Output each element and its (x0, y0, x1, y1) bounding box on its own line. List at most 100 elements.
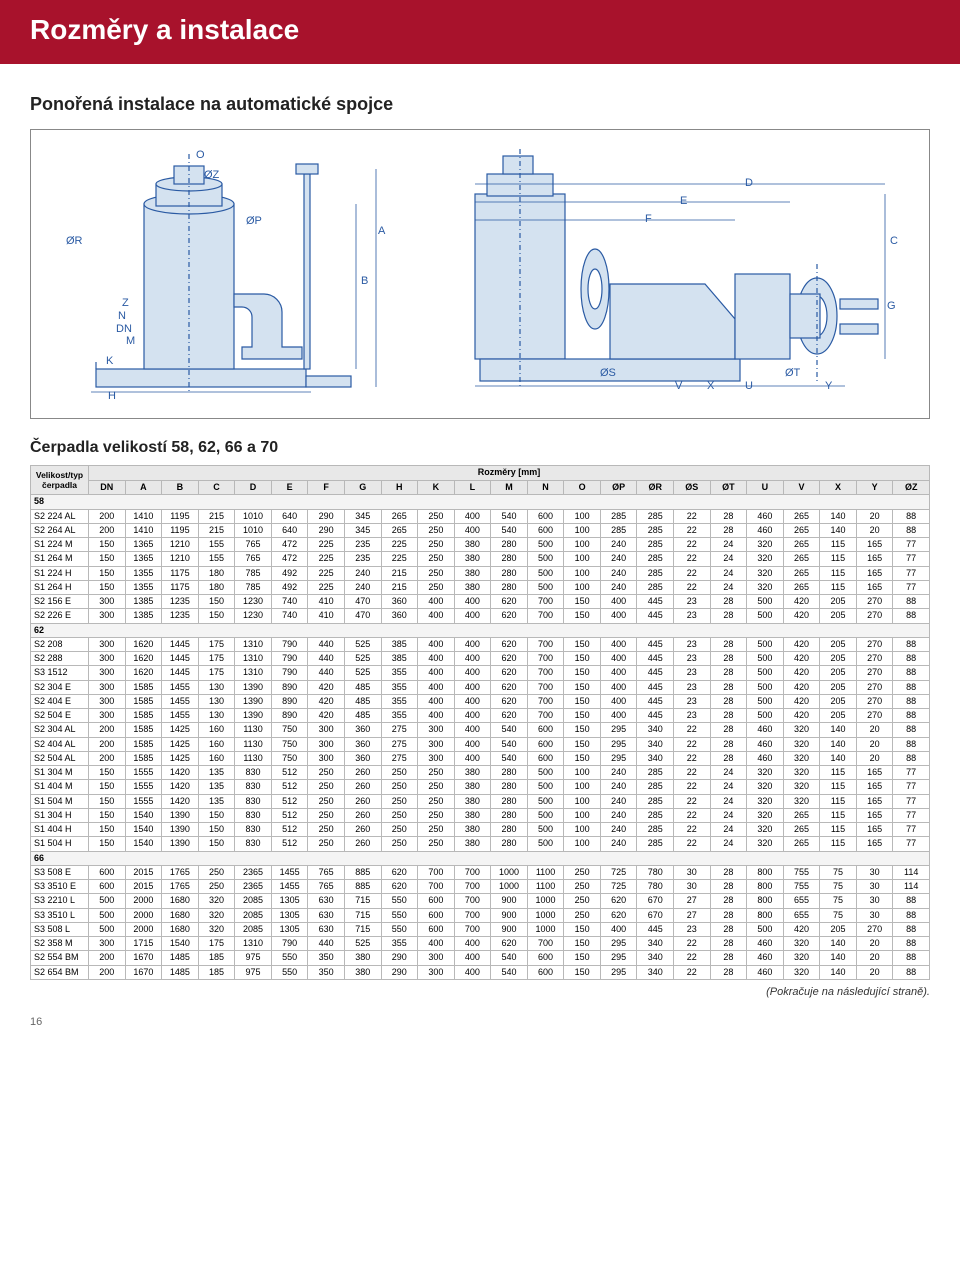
cell: 380 (454, 580, 491, 594)
cell: 460 (747, 737, 784, 751)
cell: 165 (856, 566, 893, 580)
section-title: Ponořená instalace na automatické spojce (30, 94, 930, 115)
cell: 355 (381, 680, 418, 694)
cell: 2015 (125, 865, 162, 879)
cell: 320 (747, 538, 784, 552)
cell: 470 (344, 595, 381, 609)
cell: 1680 (162, 894, 199, 908)
cell: 240 (344, 566, 381, 580)
cell: 400 (600, 680, 637, 694)
cell: 830 (235, 837, 272, 851)
cell: 22 (674, 552, 711, 566)
cell: 765 (308, 880, 345, 894)
cell: 165 (856, 538, 893, 552)
cell: 24 (710, 538, 747, 552)
table-row: S2 654 BM2001670148518597555035038029030… (31, 965, 930, 979)
cell: 400 (454, 509, 491, 523)
cell: 500 (747, 637, 784, 651)
cell: 620 (491, 937, 528, 951)
cell: 28 (710, 509, 747, 523)
cell: 400 (454, 637, 491, 651)
cell: 420 (783, 609, 820, 623)
cell: 165 (856, 780, 893, 794)
cell: 780 (637, 880, 674, 894)
cell: 1425 (162, 737, 199, 751)
cell: 265 (783, 566, 820, 580)
cell: 540 (491, 509, 528, 523)
row-label: S2 504 E (31, 709, 89, 723)
cell: 500 (89, 922, 126, 936)
cell: 88 (893, 908, 930, 922)
cell: 175 (198, 637, 235, 651)
cell: 24 (710, 823, 747, 837)
section-row: 58 (31, 495, 930, 509)
cell: 500 (527, 552, 564, 566)
cell: 240 (600, 766, 637, 780)
svg-text:ØS: ØS (600, 367, 616, 379)
cell: 355 (381, 694, 418, 708)
cell: 130 (198, 694, 235, 708)
cell: 20 (856, 937, 893, 951)
table-row: S1 224 M15013651210155765472225235225250… (31, 538, 930, 552)
cell: 28 (710, 922, 747, 936)
cell: 345 (344, 509, 381, 523)
cell: 88 (893, 637, 930, 651)
cell: 185 (198, 951, 235, 965)
cell: 300 (89, 694, 126, 708)
cell: 700 (454, 908, 491, 922)
cell: 1765 (162, 865, 199, 879)
cell: 1445 (162, 666, 199, 680)
cell: 77 (893, 566, 930, 580)
cell: 2000 (125, 908, 162, 922)
cell: 280 (491, 794, 528, 808)
cell: 400 (600, 666, 637, 680)
cell: 275 (381, 751, 418, 765)
cell: 320 (747, 580, 784, 594)
cell: 185 (198, 965, 235, 979)
cell: 725 (600, 880, 637, 894)
cell: 285 (637, 552, 674, 566)
svg-text:O: O (196, 149, 205, 161)
cell: 150 (564, 723, 601, 737)
cell: 715 (344, 908, 381, 922)
cell: 755 (783, 865, 820, 879)
cell: 360 (344, 723, 381, 737)
cell: 165 (856, 552, 893, 566)
cell: 270 (856, 595, 893, 609)
cell: 400 (600, 609, 637, 623)
svg-text:B: B (361, 275, 368, 287)
cell: 275 (381, 737, 418, 751)
cell: 440 (308, 652, 345, 666)
cell: 285 (637, 509, 674, 523)
cell: 550 (381, 894, 418, 908)
cell: 250 (564, 908, 601, 922)
table-row: S1 224 H15013551175180785492225240215250… (31, 566, 930, 580)
table-row: S3 2210 L5002000168032020851305630715550… (31, 894, 930, 908)
cell: 500 (747, 652, 784, 666)
cell: 250 (308, 808, 345, 822)
cell: 205 (820, 709, 857, 723)
cell: 88 (893, 737, 930, 751)
cell: 500 (527, 538, 564, 552)
cell: 150 (198, 609, 235, 623)
row-label: S3 508 E (31, 865, 89, 879)
cell: 24 (710, 580, 747, 594)
cell: 225 (308, 552, 345, 566)
cell: 380 (454, 566, 491, 580)
cell: 250 (418, 566, 455, 580)
cell: 355 (381, 709, 418, 723)
cell: 1715 (125, 937, 162, 951)
cell: 100 (564, 808, 601, 822)
col-header: ØZ (893, 481, 930, 495)
cell: 1390 (162, 808, 199, 822)
cell: 320 (747, 552, 784, 566)
cell: 1385 (125, 609, 162, 623)
cell: 150 (564, 937, 601, 951)
cell: 205 (820, 694, 857, 708)
header-left: Velikost/typ čerpadla (31, 466, 89, 495)
cell: 445 (637, 595, 674, 609)
cell: 800 (747, 908, 784, 922)
table-body: 58S2 224 AL20014101195215101064029034526… (31, 495, 930, 980)
cell: 1585 (125, 694, 162, 708)
cell: 155 (198, 552, 235, 566)
